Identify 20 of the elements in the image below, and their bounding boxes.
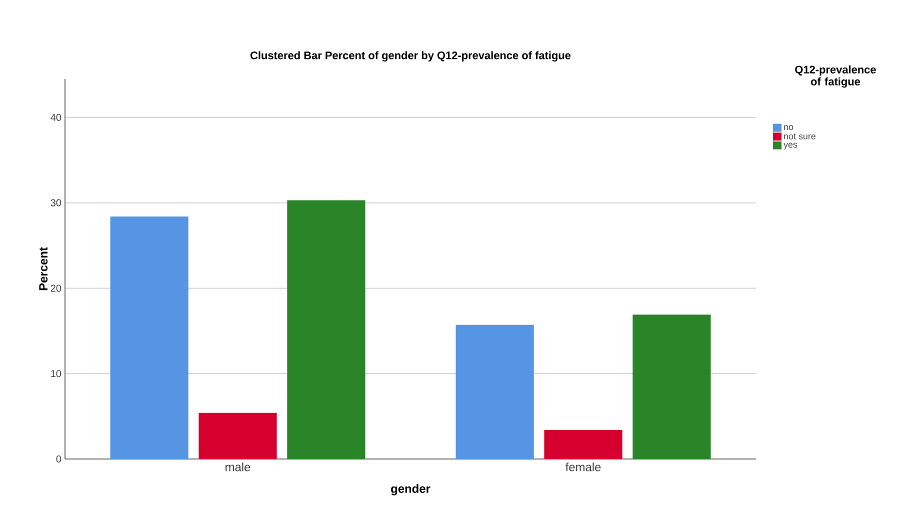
bar <box>456 324 534 459</box>
x-axis-title: gender <box>391 484 430 496</box>
legend-title: Q12-prevalence of fatigue <box>795 65 876 88</box>
y-tick-label: 20 <box>50 284 62 292</box>
bar <box>544 430 622 459</box>
bar <box>632 314 711 459</box>
legend-label: not sure <box>784 133 816 140</box>
bar <box>198 412 277 459</box>
legend-label: yes <box>784 142 798 150</box>
y-axis-title: Percent <box>39 247 48 290</box>
y-tick-label: 0 <box>56 455 62 463</box>
x-tick-label: male <box>226 462 250 472</box>
y-tick-label: 10 <box>51 370 62 378</box>
y-tick-label: 30 <box>50 199 62 206</box>
y-tick-label: 40 <box>50 114 62 121</box>
legend-label: no <box>784 125 794 130</box>
chart-title: Clustered Bar Percent of gender by Q12-prevalence of fatigue <box>250 51 571 62</box>
x-tick-label: female <box>565 462 601 472</box>
bar <box>110 216 188 459</box>
bar <box>287 200 366 459</box>
